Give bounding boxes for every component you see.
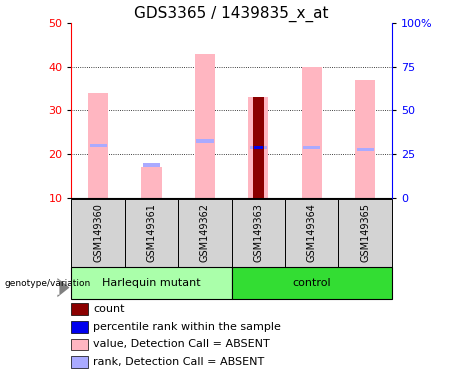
- Bar: [356, 148, 374, 151]
- Text: GSM149365: GSM149365: [360, 203, 370, 262]
- FancyArrow shape: [58, 278, 70, 297]
- Text: genotype/variation: genotype/variation: [5, 278, 91, 288]
- Bar: [253, 97, 264, 198]
- Text: GSM149363: GSM149363: [254, 203, 263, 262]
- Bar: [254, 146, 263, 149]
- Bar: [195, 54, 215, 198]
- Bar: [338, 199, 392, 267]
- Bar: [88, 93, 108, 198]
- Bar: [301, 67, 322, 198]
- Bar: [142, 167, 162, 198]
- Text: rank, Detection Call = ABSENT: rank, Detection Call = ABSENT: [93, 357, 264, 367]
- Bar: [125, 199, 178, 267]
- Text: GSM149364: GSM149364: [307, 203, 317, 262]
- Text: GSM149362: GSM149362: [200, 203, 210, 262]
- Bar: [303, 146, 320, 149]
- Bar: [196, 139, 213, 142]
- Bar: [89, 144, 107, 147]
- Text: GSM149360: GSM149360: [93, 203, 103, 262]
- Bar: [248, 97, 268, 198]
- Text: percentile rank within the sample: percentile rank within the sample: [93, 322, 281, 332]
- Bar: [231, 199, 285, 267]
- Bar: [178, 199, 231, 267]
- Bar: [231, 267, 392, 299]
- Title: GDS3365 / 1439835_x_at: GDS3365 / 1439835_x_at: [135, 5, 329, 22]
- Text: Harlequin mutant: Harlequin mutant: [102, 278, 201, 288]
- Bar: [250, 146, 267, 149]
- Bar: [71, 199, 125, 267]
- Text: count: count: [93, 304, 124, 314]
- Bar: [143, 164, 160, 167]
- Bar: [71, 267, 231, 299]
- Text: value, Detection Call = ABSENT: value, Detection Call = ABSENT: [93, 339, 270, 349]
- Bar: [355, 80, 375, 198]
- Text: control: control: [292, 278, 331, 288]
- Bar: [285, 199, 338, 267]
- Text: GSM149361: GSM149361: [147, 203, 157, 262]
